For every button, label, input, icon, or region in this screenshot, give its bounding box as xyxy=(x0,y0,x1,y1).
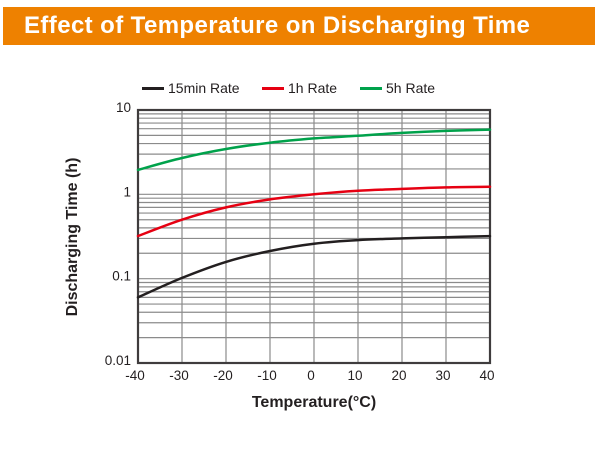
x-axis-title: Temperature(°C) xyxy=(251,394,377,411)
x-tick-label: -10 xyxy=(257,368,277,383)
series-line-1 xyxy=(136,185,492,238)
x-tick-label: -30 xyxy=(169,368,189,383)
y-tick-label: 10 xyxy=(116,100,131,115)
legend-label: 1h Rate xyxy=(288,80,338,96)
plot-svg: -40 -30 -20 -10 0 10 20 30 40 10 1 0.1 0.01 xyxy=(105,100,495,383)
x-tick-label: 30 xyxy=(435,368,450,383)
page-title: Effect of Temperature on Discharging Tim… xyxy=(24,12,531,39)
header-banner: Effect of Temperature on Discharging Tim… xyxy=(3,7,595,45)
series-line-2 xyxy=(136,128,492,172)
legend-item-0: 15min Rate xyxy=(142,81,240,95)
legend-item-2: 5h Rate xyxy=(360,81,435,95)
y-tick-label: 1 xyxy=(123,184,131,199)
x-tick-label: 10 xyxy=(347,368,362,383)
y-tick-label: 0.01 xyxy=(105,353,131,368)
legend-label: 15min Rate xyxy=(168,80,240,96)
legend-swatch-icon xyxy=(262,86,284,90)
legend-label: 5h Rate xyxy=(386,80,436,96)
x-tick-label: -40 xyxy=(125,368,145,383)
legend-swatch-icon xyxy=(142,86,164,90)
y-axis-title: Discharging Time (h) xyxy=(64,157,81,317)
x-tick-label: 40 xyxy=(479,368,494,383)
x-tick-label: -20 xyxy=(213,368,233,383)
series-line-0 xyxy=(136,234,492,299)
legend-item-1: 1h Rate xyxy=(262,81,337,95)
chart: -40 -30 -20 -10 0 10 20 30 40 10 1 0.1 0.01 15min Ra… xyxy=(0,45,600,451)
y-tick-label: 0.1 xyxy=(112,269,131,284)
x-tick-label: 20 xyxy=(391,368,406,383)
x-tick-label: 0 xyxy=(307,368,315,383)
legend-swatch-icon xyxy=(360,86,382,90)
